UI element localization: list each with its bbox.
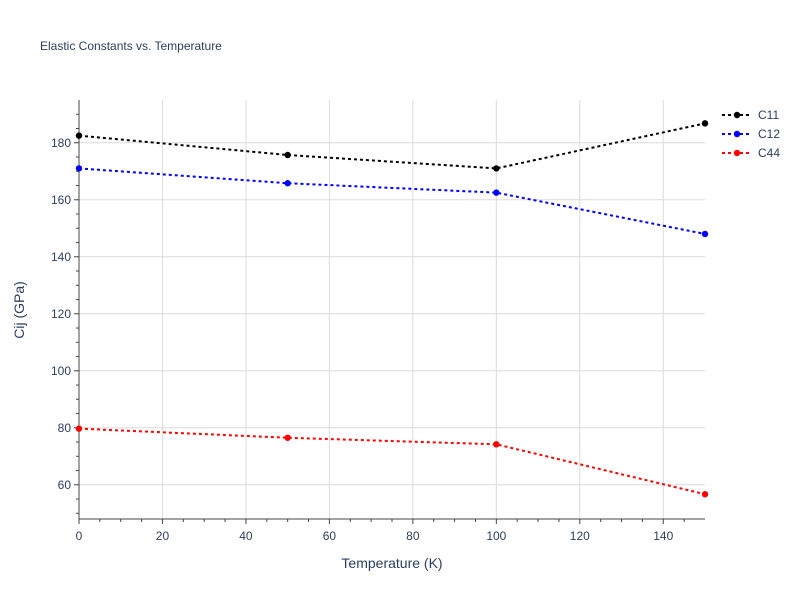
legend-marker [733,111,741,119]
legend-item-c44: C44 [722,146,780,160]
data-point [493,441,500,448]
x-tick-label: 80 [406,529,420,543]
x-tick-label: 20 [156,529,170,543]
y-tick-label: 120 [51,307,71,321]
data-point [284,180,291,187]
y-tick-label: 180 [51,136,71,150]
series-layer [75,120,709,498]
x-tick-label: 120 [570,529,590,543]
data-point [284,434,291,441]
grid [79,100,705,519]
legend-item-c11: C11 [722,108,779,122]
series-c12 [75,165,709,238]
data-point [701,491,709,498]
series-c44 [75,425,709,498]
y-tick-label: 160 [51,193,71,207]
x-axis-title: Temperature (K) [341,555,442,571]
axes: 0 20 40 60 80 100 120 140 60 80 100 120 140 160 180 [51,100,705,543]
data-point [493,189,500,196]
legend-marker [733,130,741,138]
y-tick-label: 80 [58,421,72,435]
series-line [78,167,706,235]
series-line [78,122,706,170]
x-tick-label: 40 [239,529,253,543]
data-point [701,120,709,127]
series-c11 [75,120,709,172]
x-tick-label: 60 [323,529,337,543]
data-point [284,151,291,159]
legend-label: C44 [758,146,780,160]
y-axis-title: Cij (GPa) [11,281,27,339]
data-point [75,165,83,172]
legend-item-c12: C12 [722,127,780,141]
y-tick-label: 100 [51,364,71,378]
y-tick-label: 60 [58,478,72,492]
x-tick-label: 0 [76,529,83,543]
x-tick-label: 100 [486,529,506,543]
data-point [493,165,500,172]
legend-marker [733,149,741,157]
legend-label: C11 [758,108,779,122]
chart-title: Elastic Constants vs. Temperature [40,39,222,53]
legend: C11 C12 C44 [722,108,780,160]
data-point [701,230,709,238]
legend-label: C12 [758,127,780,141]
y-tick-label: 140 [51,250,71,264]
data-point [75,425,83,432]
series-line [78,427,706,496]
x-tick-label: 140 [653,529,673,543]
data-point [75,132,83,139]
